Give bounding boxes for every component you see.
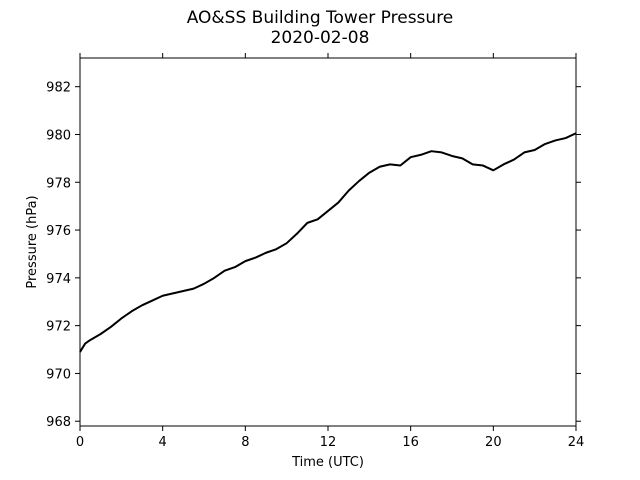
x-tick-label-3: 12 (320, 435, 337, 450)
y-tick-label-4: 976 (46, 224, 71, 239)
chart-subtitle: 2020-02-08 (270, 28, 370, 48)
y-tick-label-6: 980 (46, 128, 71, 143)
y-tick-label-5: 978 (46, 176, 71, 191)
x-tick-label-2: 8 (241, 435, 249, 450)
y-tick-label-3: 974 (46, 272, 71, 287)
x-tick-label-4: 16 (402, 435, 419, 450)
pressure-series-line (79, 132, 577, 353)
x-tick-label-0: 0 (76, 435, 84, 450)
y-axis-label: Pressure (hPa) (25, 195, 40, 288)
x-tick-label-6: 24 (568, 435, 585, 450)
x-tick-label-1: 4 (159, 435, 167, 450)
plot-frame (79, 57, 577, 427)
x-tick-label-5: 20 (485, 435, 502, 450)
chart-title: AO&SS Building Tower Pressure (186, 8, 454, 28)
y-tick-label-0: 968 (46, 415, 71, 430)
x-axis-label: Time (UTC) (291, 455, 364, 470)
y-tick-label-1: 970 (46, 367, 71, 382)
y-tick-label-7: 982 (46, 81, 71, 96)
y-tick-label-2: 972 (46, 320, 71, 335)
